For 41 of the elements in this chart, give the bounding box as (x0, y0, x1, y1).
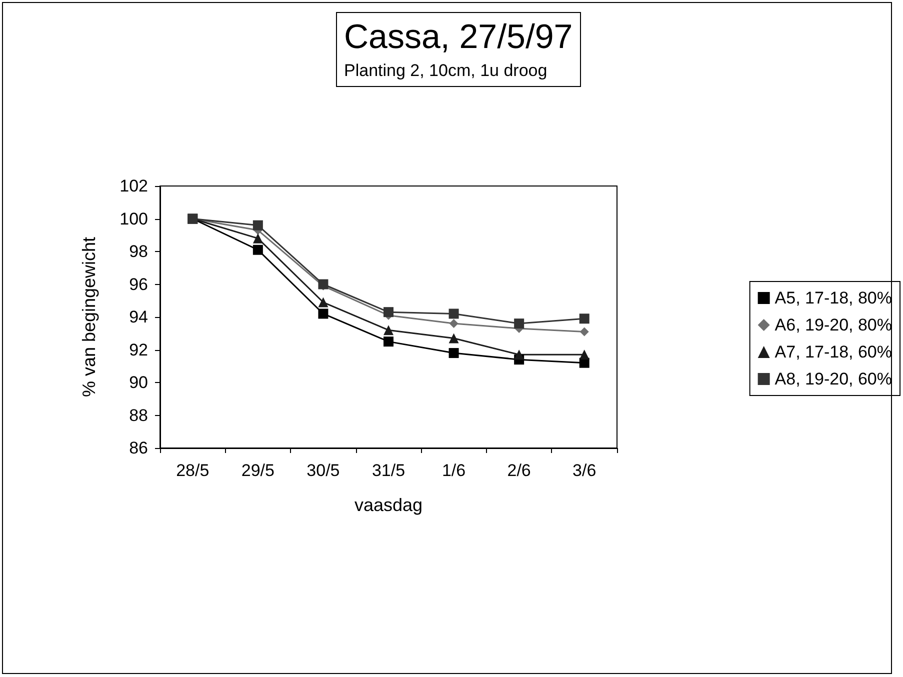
legend-label: A8, 19-20, 60% (774, 370, 892, 388)
y-tick-label: 100 (120, 209, 148, 228)
point (252, 244, 263, 255)
legend-label: A7, 17-18, 60% (774, 342, 892, 362)
point (318, 297, 328, 308)
point (448, 333, 459, 344)
y-axis-title: % van begingewicht (79, 236, 99, 398)
legend-label: A5, 17-18, 80% (774, 288, 892, 308)
point (384, 307, 394, 318)
y-tick-label: 90 (129, 373, 148, 392)
x-tick-label: 3/6 (572, 461, 596, 480)
y-tick-label: 102 (120, 176, 148, 196)
point (514, 350, 524, 360)
point (252, 233, 263, 244)
point (579, 314, 590, 324)
y-tick-label: 94 (129, 308, 148, 326)
y-tick-label: 92 (129, 340, 148, 360)
point (384, 325, 394, 336)
point (448, 308, 459, 319)
legend-label: A6, 19-20, 80% (774, 316, 892, 334)
y-tick-label: 96 (129, 274, 148, 294)
point (384, 336, 394, 347)
x-tick-label: 28/5 (176, 461, 210, 480)
point (318, 308, 328, 319)
y-tick-label: 86 (129, 438, 148, 458)
chart-subtitle: Planting 2, 10cm, 1u droog (344, 61, 548, 80)
y-tick-label: 98 (129, 242, 148, 261)
x-tick-label: 31/5 (372, 461, 406, 480)
point (579, 350, 590, 360)
x-axis-title: vaasdag (354, 495, 423, 515)
y-tick-label: 88 (129, 406, 148, 425)
x-tick-label: 2/6 (507, 461, 531, 480)
point (580, 327, 589, 336)
chart-title: Cassa, 27/5/97 (344, 18, 573, 56)
point (448, 348, 459, 358)
point (449, 319, 458, 328)
point (252, 220, 263, 230)
x-tick-label: 29/5 (241, 461, 274, 480)
point (514, 318, 524, 329)
x-tick-label: 1/6 (442, 461, 466, 480)
x-tick-label: 30/5 (306, 461, 340, 480)
